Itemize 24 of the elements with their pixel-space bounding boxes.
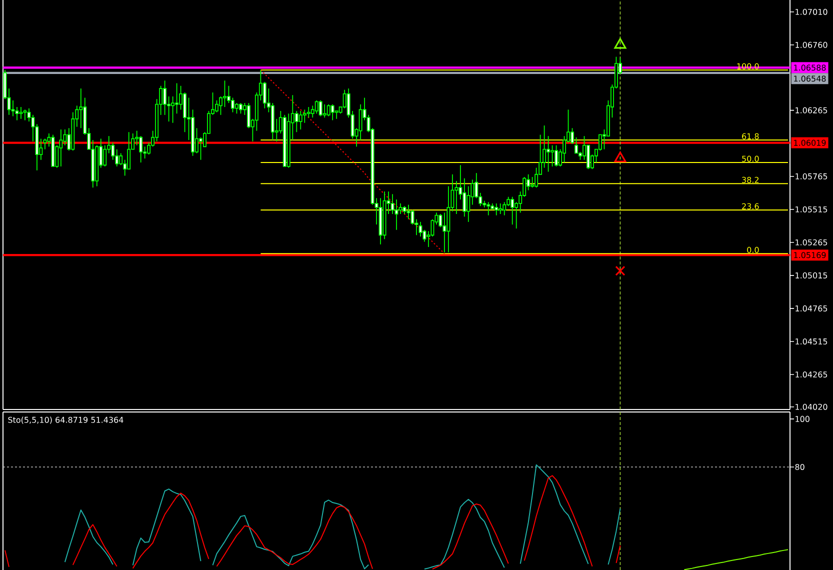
- series-label: 38.2: [742, 176, 759, 183]
- series-label: 0.0: [747, 246, 759, 253]
- y-tick-label: 1.06760: [796, 42, 828, 48]
- y-tick-label: 1.04265: [796, 371, 828, 378]
- y-tick-label: 1.05515: [796, 206, 828, 212]
- ref-line-label: 1.05169: [794, 252, 826, 258]
- y-tick-label: 1.05265: [796, 239, 828, 246]
- y-tick-label: 1.04765: [796, 305, 828, 312]
- y-tick-label: 1.04515: [796, 338, 828, 344]
- ref-line-label: 1.06588: [794, 64, 826, 71]
- y-tick-label: 100: [796, 416, 810, 422]
- y-tick-label: 1.05765: [796, 173, 828, 180]
- y-tick-label: 80: [795, 464, 804, 470]
- y-tick-label: 1.06265: [796, 107, 828, 114]
- y-tick-label: 1.07010: [796, 8, 828, 15]
- series-label: 61.8: [742, 133, 759, 140]
- series-label: 50.0: [742, 156, 759, 162]
- text: Sto(5,5,10) 64.8719 51.4364: [8, 416, 124, 424]
- series-label: 100.0: [737, 63, 759, 70]
- y-tick-label: 1.05015: [796, 272, 828, 278]
- ref-line-label: 1.06019: [794, 140, 826, 146]
- ref-line-label: 1.06548: [794, 76, 826, 82]
- series-label: 23.6: [742, 203, 759, 210]
- y-tick-label: 1.04020: [796, 404, 828, 410]
